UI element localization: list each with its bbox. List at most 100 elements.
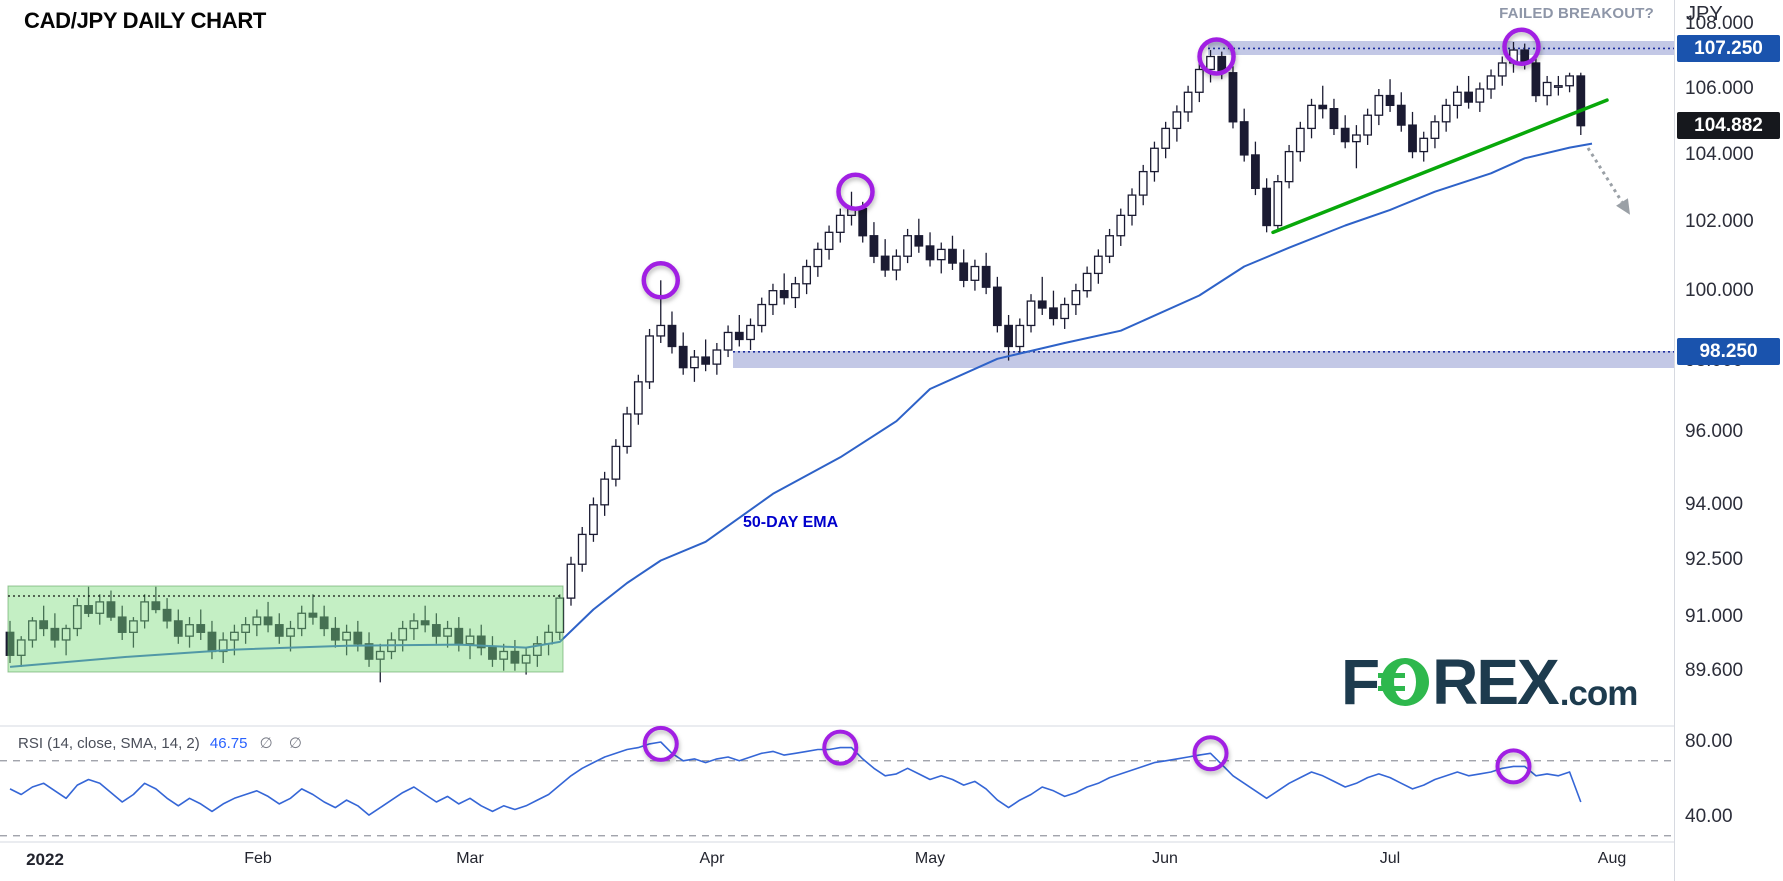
candle [779, 273, 789, 305]
candle [488, 636, 497, 667]
candle [409, 613, 419, 640]
candle [746, 318, 755, 351]
rsi-settings-label: RSI (14, close, SMA, 14, 2) [18, 735, 200, 752]
candle [319, 605, 329, 637]
candle [1183, 85, 1193, 122]
price-tick-label: 89.600 [1685, 659, 1744, 681]
price-tick-label: 106.000 [1685, 78, 1754, 99]
peak-highlight-circle [641, 261, 681, 300]
candle [106, 590, 116, 621]
candle [880, 239, 890, 277]
candle [566, 556, 576, 606]
candle [5, 620, 15, 664]
logo-letter-f: F [1341, 646, 1380, 718]
candle [1228, 66, 1238, 129]
candle [1071, 283, 1081, 315]
candle [1194, 62, 1204, 103]
candle [1385, 79, 1395, 112]
candle [645, 328, 654, 389]
rsi-line [9, 741, 1582, 816]
price-tick-label: 100.000 [1685, 279, 1754, 301]
candle [1307, 98, 1316, 139]
candle [1576, 72, 1586, 136]
candle [465, 628, 475, 660]
candle [28, 617, 37, 648]
candle [1441, 98, 1451, 132]
resistance-band [1208, 41, 1674, 55]
candle [712, 342, 722, 375]
month-label: Mar [456, 850, 484, 867]
price-axis[interactable]: JPY 108.000 106.000 104.000 102.000 100.000 9… [1674, 0, 1783, 881]
rsi-indicator-label[interactable]: RSI (14, close, SMA, 14, 2) 46.75 ∅ ∅ [18, 734, 308, 752]
candle [398, 620, 408, 652]
candle [1531, 56, 1541, 103]
candle [1138, 164, 1148, 206]
rsi-current-value: 46.75 [209, 735, 248, 752]
candle [1542, 75, 1552, 106]
month-label: May [914, 850, 946, 867]
candle [1127, 188, 1137, 226]
candle [1340, 115, 1350, 149]
candle [420, 605, 430, 633]
candle [1430, 115, 1440, 149]
candle [140, 594, 150, 629]
candle [1049, 290, 1058, 326]
ema-line-label: 50-DAY EMA [743, 514, 839, 531]
candle [1352, 125, 1361, 169]
candle [286, 620, 295, 652]
candle [173, 609, 183, 644]
peak-highlight-circle [1502, 27, 1541, 67]
candle [734, 314, 744, 347]
candle [84, 586, 93, 618]
candle [431, 613, 441, 644]
candle [1452, 85, 1462, 119]
candle [1172, 105, 1182, 142]
breakdown-arrow-head [1616, 198, 1630, 215]
candle [1374, 89, 1384, 126]
candle [16, 636, 26, 667]
candle [1015, 318, 1025, 354]
peak-highlight-circle [1197, 37, 1236, 76]
consolidation-zone-box [7, 585, 564, 673]
candle [1150, 141, 1159, 182]
rsi-peak-highlight-circle [642, 725, 679, 762]
candle [61, 624, 71, 656]
candle [791, 276, 800, 309]
price-tick-label: 91.000 [1685, 606, 1744, 628]
candle [802, 259, 812, 295]
candle [1082, 266, 1092, 298]
candle [891, 249, 901, 281]
candle [1464, 75, 1473, 109]
candle [510, 639, 520, 671]
candle [476, 624, 486, 656]
candle [1295, 121, 1305, 162]
price-tick-label: 92.500 [1685, 549, 1744, 571]
candle [914, 218, 924, 253]
rsi-tick-label: 80.00 [1685, 731, 1733, 752]
candle [274, 613, 284, 644]
candle [757, 297, 767, 333]
rsi-peak-highlight-circle [1495, 748, 1532, 785]
candle [1161, 121, 1171, 159]
candle [72, 598, 82, 637]
currency-axis-label: JPY [1686, 3, 1723, 25]
month-label: Aug [1597, 850, 1627, 867]
rsi-hide-icons[interactable]: ∅ ∅ [259, 735, 308, 752]
candle [903, 228, 912, 264]
candle [39, 605, 49, 637]
candle [1116, 208, 1126, 246]
candle [1565, 72, 1574, 93]
ema-line [9, 142, 1593, 668]
logo-dot-com: .com [1559, 674, 1639, 713]
candle [970, 259, 980, 291]
candle [1262, 178, 1272, 233]
candle [532, 636, 542, 667]
candle [1396, 92, 1406, 132]
candle [723, 325, 733, 358]
candle [330, 617, 340, 648]
candle [1318, 85, 1328, 119]
candle [1093, 249, 1103, 284]
logo-plug-o-icon [1378, 658, 1430, 706]
candle [959, 249, 969, 288]
